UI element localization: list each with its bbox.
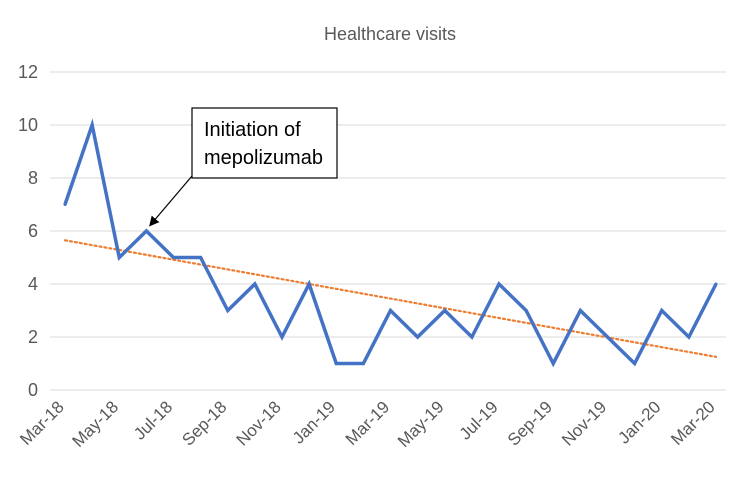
data-point — [117, 256, 121, 259]
data-point — [63, 203, 67, 206]
data-point — [334, 362, 338, 365]
data-point — [144, 229, 148, 233]
data-point — [660, 309, 664, 312]
data-point — [714, 282, 718, 286]
x-tick-label: Sep-18 — [178, 397, 230, 449]
grid-lines — [50, 71, 726, 391]
data-point — [497, 282, 501, 286]
data-point — [199, 256, 203, 259]
linear-trendline — [63, 239, 718, 358]
data-point — [416, 335, 420, 339]
annotation-text-line: mepolizumab — [204, 147, 323, 169]
data-point — [443, 309, 447, 312]
data-point — [389, 309, 392, 312]
y-tick-label: 12 — [18, 62, 38, 82]
chart-title: Healthcare visits — [324, 24, 456, 44]
x-tick-label: Nov-19 — [558, 397, 610, 449]
data-series — [63, 118, 718, 368]
data-point — [226, 309, 230, 312]
trendline — [63, 239, 718, 358]
x-tick-label: Mar-18 — [16, 397, 68, 449]
annotation-group: Initiation of mepolizumab — [149, 107, 338, 227]
data-point — [307, 282, 311, 286]
y-axis-ticks: 0 2 4 6 8 10 12 — [18, 62, 38, 400]
data-point — [633, 362, 637, 365]
y-tick-label: 6 — [28, 221, 38, 241]
data-point — [606, 335, 609, 339]
y-tick-label: 8 — [28, 168, 38, 188]
x-tick-label: Mar-19 — [342, 397, 394, 449]
y-tick-label: 0 — [28, 380, 38, 400]
x-tick-label: Sep-19 — [504, 397, 556, 449]
data-point — [90, 123, 94, 127]
x-tick-label: Jul-19 — [456, 397, 502, 443]
series-line — [63, 118, 718, 368]
data-point — [172, 256, 175, 259]
x-tick-label: Jan-19 — [289, 397, 339, 447]
data-point — [470, 335, 474, 339]
x-tick-label: Jan-20 — [614, 397, 664, 447]
x-tick-label: May-19 — [394, 397, 448, 451]
data-point — [361, 362, 365, 365]
y-tick-label: 2 — [28, 327, 38, 347]
x-tick-label: Mar-20 — [667, 397, 719, 449]
data-point — [280, 335, 284, 339]
annotation-box — [191, 107, 338, 179]
data-point — [524, 309, 528, 312]
y-tick-label: 10 — [18, 115, 38, 135]
data-point — [687, 335, 691, 339]
x-axis-ticks: Mar-18 May-18 Jul-18 Sep-18 Nov-18 Jan-19 Mar-… — [16, 397, 719, 451]
x-tick-label: Nov-18 — [233, 397, 285, 449]
y-tick-label: 4 — [28, 274, 38, 294]
annotation-arrow — [149, 175, 193, 227]
x-tick-label: Jul-18 — [130, 397, 176, 443]
data-point — [551, 362, 555, 365]
annotation-text-line: Initiation of — [204, 119, 301, 141]
data-point — [578, 309, 582, 312]
x-tick-label: May-18 — [69, 397, 123, 451]
data-point — [253, 282, 257, 286]
